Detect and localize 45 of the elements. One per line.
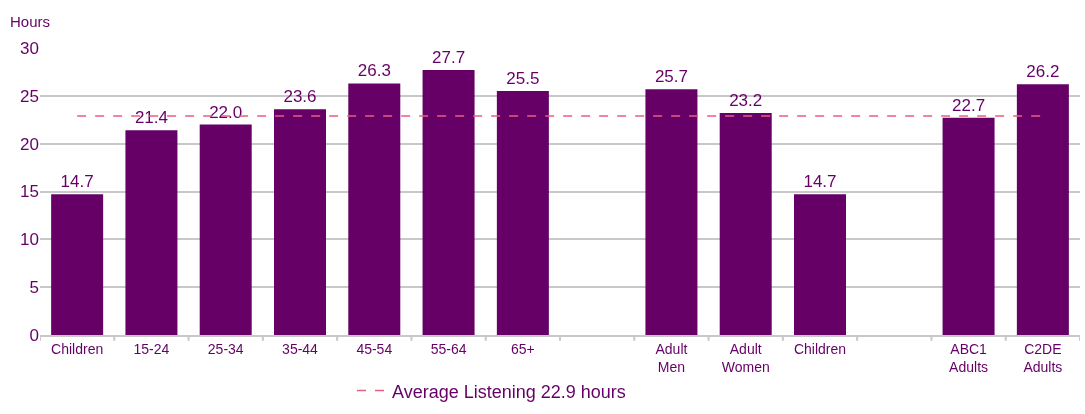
bar [199, 124, 252, 335]
bar [348, 83, 401, 335]
data-label: 14.7 [60, 172, 94, 192]
x-tick-label: 55-64 [430, 340, 467, 357]
data-label: 25.5 [506, 69, 540, 89]
y-tick-label: 10 [20, 230, 39, 250]
bar [422, 70, 475, 335]
y-tick-label: 0 [29, 325, 39, 345]
bar [125, 130, 178, 335]
x-tick-label: Adult Men [655, 340, 688, 375]
y-axis-title: Hours [10, 13, 51, 30]
data-label: 27.7 [432, 48, 466, 67]
data-label: 23.2 [729, 91, 763, 111]
x-tick-label: 35-44 [282, 340, 319, 357]
x-tick-label: ABC1 Adults [949, 340, 989, 375]
bar [942, 117, 995, 335]
bar [274, 109, 326, 335]
bar [719, 113, 772, 335]
legend-label: Average Listening 22.9 hours [392, 381, 626, 402]
data-label: 22.7 [952, 95, 986, 115]
x-tick-label: C2DE Adults [1023, 340, 1063, 375]
y-tick-label: 5 [29, 278, 39, 298]
data-label: 25.7 [654, 67, 688, 87]
data-label: 21.4 [134, 108, 168, 128]
x-tick-label: 15-24 [133, 340, 170, 357]
bar [1016, 84, 1069, 335]
data-label: 26.2 [1026, 62, 1060, 82]
x-tick-label: 45-54 [356, 340, 393, 357]
bar [496, 91, 549, 335]
bar [645, 89, 698, 335]
x-tick-label: Children [51, 340, 104, 357]
data-label: 23.6 [283, 87, 317, 107]
x-tick-label: 65+ [510, 340, 535, 357]
bar [794, 194, 846, 335]
data-label: 26.3 [357, 61, 391, 81]
x-tick-label: 25-34 [207, 340, 244, 357]
y-tick-label: 25 [20, 86, 39, 106]
data-label: 22.0 [209, 102, 243, 122]
y-tick-label: 20 [20, 134, 39, 154]
x-tick-label: Adult Women [721, 340, 770, 375]
bar [51, 194, 104, 335]
y-tick-label: 30 [20, 38, 39, 58]
x-tick-label: Children [793, 340, 847, 357]
data-label: 14.7 [803, 172, 837, 192]
y-tick-label: 15 [20, 182, 39, 202]
